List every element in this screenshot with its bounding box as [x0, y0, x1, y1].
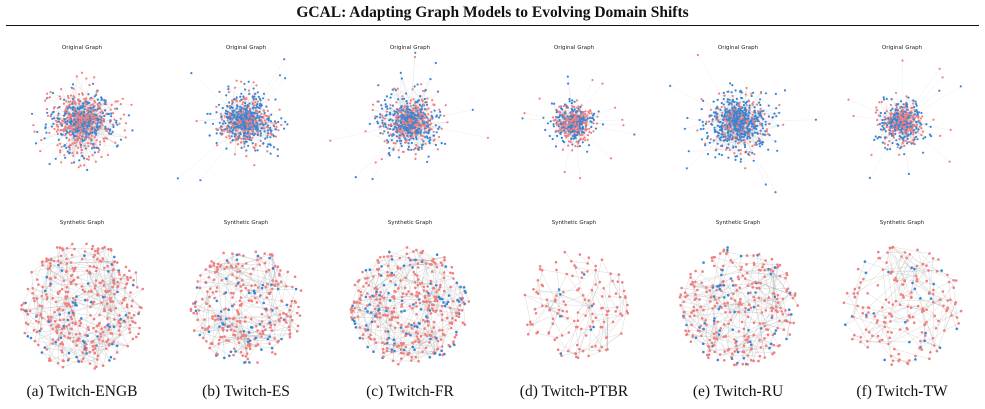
synthetic-graph-title: Synthetic Graph [716, 220, 761, 226]
synthetic-graph-network-graph-icon [678, 246, 799, 367]
synthetic-graph-title: Synthetic Graph [224, 220, 269, 226]
panel-caption-b: (b) Twitch-ES [202, 383, 290, 400]
synthetic-graph-network-graph-icon [189, 250, 303, 364]
synthetic-graph-network-graph-icon [842, 245, 963, 366]
synthetic-graph-network-graph-icon [523, 250, 630, 360]
original-graph-network-graph-icon [669, 53, 818, 194]
original-graph-network-graph-icon [329, 51, 489, 181]
graph-panel-e: Original Graph Synthetic Graph [669, 45, 818, 367]
synthetic-graph-title: Synthetic Graph [552, 220, 597, 226]
panel-caption-e: (e) Twitch-RU [692, 383, 784, 400]
original-graph-network-graph-icon [521, 75, 636, 180]
panel-caption-d: (d) Twitch-PTBR [519, 383, 629, 400]
graph-panel-f: Original Graph Synthetic Graph [842, 45, 963, 366]
panel-caption-f: (f) Twitch-TW [856, 383, 948, 400]
graph-panel-a: Original Graph Synthetic Graph [20, 45, 144, 370]
original-graph-network-graph-icon [847, 59, 962, 179]
original-graph-title: Original Graph [226, 45, 267, 51]
caption-row: (a) Twitch-ENGB (b) Twitch-ES (c) Twitch… [0, 383, 985, 405]
synthetic-graph-title: Synthetic Graph [880, 220, 925, 226]
graph-panel-c: Original Graph Synthetic Graph [329, 45, 489, 366]
original-graph-title: Original Graph [718, 45, 759, 51]
original-graph-title: Original Graph [62, 45, 103, 51]
panel-caption-c: (c) Twitch-FR [366, 383, 454, 400]
original-graph-title: Original Graph [390, 45, 431, 51]
original-graph-title: Original Graph [882, 45, 923, 51]
original-graph-title: Original Graph [554, 45, 595, 51]
synthetic-graph-title: Synthetic Graph [388, 220, 433, 226]
synthetic-graph-title: Synthetic Graph [60, 220, 105, 226]
synthetic-graph-network-graph-icon [349, 246, 471, 366]
panel-caption-a: (a) Twitch-ENGB [26, 383, 138, 400]
synthetic-graph-network-graph-icon [20, 242, 144, 370]
graph-panel-d: Original Graph Synthetic Graph [521, 45, 636, 360]
running-title: GCAL: Adapting Graph Models to Evolving … [296, 4, 689, 21]
original-graph-network-graph-icon [176, 58, 289, 182]
original-graph-network-graph-icon [30, 71, 134, 172]
graph-panel-b: Original Graph Synthetic Graph [176, 45, 303, 364]
header-rule [6, 25, 979, 26]
